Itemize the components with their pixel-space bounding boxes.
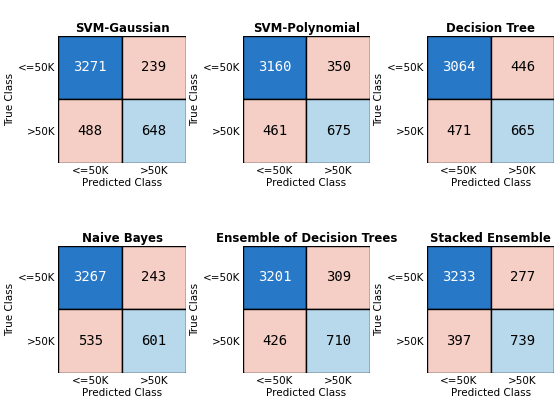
Bar xyxy=(491,36,554,99)
Text: 3201: 3201 xyxy=(258,270,291,284)
Y-axis label: True Class: True Class xyxy=(190,73,200,126)
Bar xyxy=(243,99,306,163)
Bar xyxy=(491,99,554,163)
Bar xyxy=(58,309,122,373)
Text: 3064: 3064 xyxy=(442,60,476,74)
Text: 665: 665 xyxy=(510,124,535,138)
X-axis label: Predicted Class: Predicted Class xyxy=(82,178,162,189)
Bar xyxy=(243,246,306,309)
Bar xyxy=(306,36,370,99)
X-axis label: Predicted Class: Predicted Class xyxy=(82,388,162,399)
Bar xyxy=(122,36,186,99)
Bar xyxy=(306,99,370,163)
Bar xyxy=(58,36,122,99)
Bar xyxy=(427,246,491,309)
Text: 239: 239 xyxy=(141,60,166,74)
Text: 277: 277 xyxy=(510,270,535,284)
Bar xyxy=(427,36,491,99)
Text: 426: 426 xyxy=(262,334,287,348)
X-axis label: Predicted Class: Predicted Class xyxy=(451,388,531,399)
Text: 739: 739 xyxy=(510,334,535,348)
Title: SVM-Gaussian: SVM-Gaussian xyxy=(75,21,170,34)
Bar xyxy=(306,309,370,373)
Text: 675: 675 xyxy=(326,124,351,138)
Title: Ensemble of Decision Trees: Ensemble of Decision Trees xyxy=(216,231,397,244)
Y-axis label: True Class: True Class xyxy=(6,73,16,126)
Bar xyxy=(243,36,306,99)
Text: 3160: 3160 xyxy=(258,60,291,74)
Bar xyxy=(58,246,122,309)
Title: Decision Tree: Decision Tree xyxy=(446,21,535,34)
Y-axis label: True Class: True Class xyxy=(6,283,16,336)
Text: 397: 397 xyxy=(446,334,472,348)
X-axis label: Predicted Class: Predicted Class xyxy=(451,178,531,189)
Text: 461: 461 xyxy=(262,124,287,138)
Bar xyxy=(306,246,370,309)
Bar xyxy=(122,309,186,373)
Bar xyxy=(243,309,306,373)
Text: 3267: 3267 xyxy=(73,270,107,284)
Text: 446: 446 xyxy=(510,60,535,74)
Text: 3233: 3233 xyxy=(442,270,476,284)
X-axis label: Predicted Class: Predicted Class xyxy=(267,388,347,399)
Bar xyxy=(122,246,186,309)
Text: 601: 601 xyxy=(141,334,166,348)
Y-axis label: True Class: True Class xyxy=(190,283,200,336)
Bar xyxy=(491,246,554,309)
Bar xyxy=(122,99,186,163)
Text: 309: 309 xyxy=(326,270,351,284)
Y-axis label: True Class: True Class xyxy=(374,73,384,126)
Text: 243: 243 xyxy=(141,270,166,284)
Bar xyxy=(58,99,122,163)
Title: Stacked Ensemble: Stacked Ensemble xyxy=(431,231,551,244)
Title: Naive Bayes: Naive Bayes xyxy=(82,231,162,244)
Text: 350: 350 xyxy=(326,60,351,74)
Text: 710: 710 xyxy=(326,334,351,348)
Title: SVM-Polynomial: SVM-Polynomial xyxy=(253,21,360,34)
Y-axis label: True Class: True Class xyxy=(374,283,384,336)
X-axis label: Predicted Class: Predicted Class xyxy=(267,178,347,189)
Text: 471: 471 xyxy=(446,124,472,138)
Text: 3271: 3271 xyxy=(73,60,107,74)
Bar xyxy=(491,309,554,373)
Bar xyxy=(427,99,491,163)
Text: 648: 648 xyxy=(141,124,166,138)
Text: 488: 488 xyxy=(78,124,103,138)
Bar xyxy=(427,309,491,373)
Text: 535: 535 xyxy=(78,334,103,348)
